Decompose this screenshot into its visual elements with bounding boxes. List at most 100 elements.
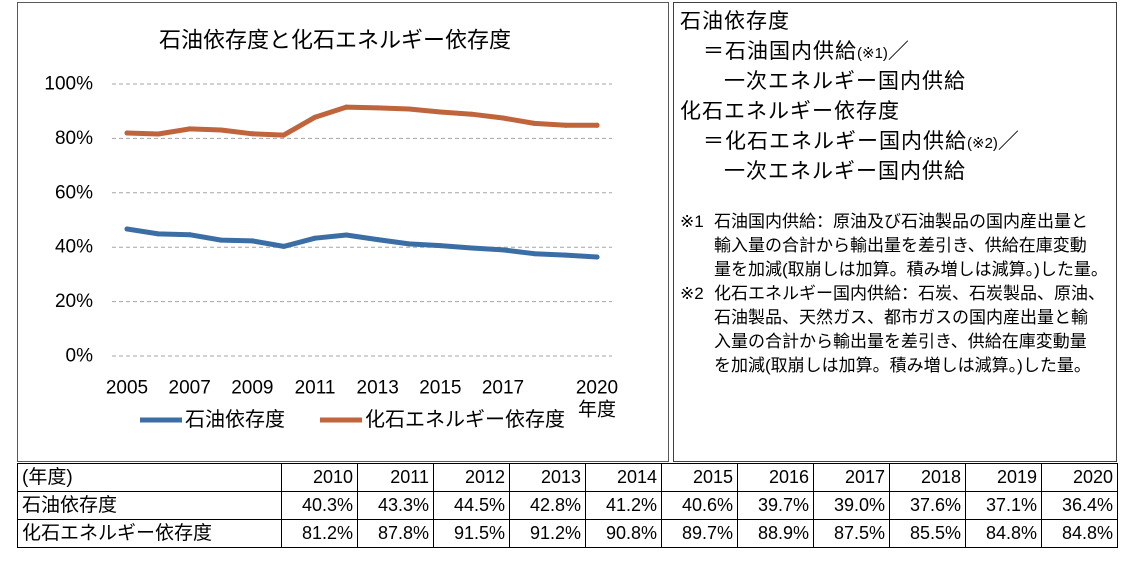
data-point (594, 254, 600, 260)
y-tick-label: 80% (55, 128, 93, 149)
data-point (343, 232, 349, 238)
table-header-cell: 2016 (737, 463, 814, 492)
x-tick-label: 2009 (231, 378, 273, 399)
table-cell: 41.2% (585, 491, 662, 520)
definition-term-oil: 石油依存度 (680, 10, 790, 33)
series-line (124, 104, 600, 138)
data-point (437, 109, 443, 115)
x-tick-label: 2013 (357, 378, 399, 399)
table-header-label: (年度) (17, 463, 282, 492)
chart-title: 石油依存度と化石エネルギー依存度 (159, 28, 511, 53)
table-row-label: 化石エネルギー依存度 (17, 519, 282, 548)
table-cell: 40.3% (281, 491, 358, 520)
definition-formula-oil: ＝石油国内供給(※1)／ (674, 37, 1116, 67)
table-header-cell: 2013 (509, 463, 586, 492)
data-point (187, 232, 193, 238)
data-point (531, 120, 537, 126)
x-tick-label: 2007 (169, 378, 211, 399)
data-point (594, 122, 600, 128)
footnote-line: 化石エネルギー国内供給：石炭、石炭製品、原油、 (714, 284, 1105, 303)
table-cell: 39.0% (813, 491, 890, 520)
data-point (155, 131, 161, 137)
footnote-marker: ※1 (680, 212, 704, 231)
definition-formula-fossil: ＝化石エネルギー国内供給(※2)／ (674, 127, 1116, 157)
table-row: 化石エネルギー依存度 81.2% 87.8% 91.5% 91.2% 90.8%… (17, 519, 1118, 548)
table-cell: 90.8% (585, 519, 662, 548)
division-slash: ／ (887, 40, 910, 63)
table-cell: 43.3% (357, 491, 434, 520)
data-point (563, 252, 569, 258)
data-point (500, 247, 506, 253)
table-header-cell: 2019 (965, 463, 1042, 492)
legend-label: 石油依存度 (185, 408, 285, 431)
table-cell: 84.8% (965, 519, 1042, 548)
data-point (218, 127, 224, 133)
data-point (249, 131, 255, 137)
table-cell: 40.6% (661, 491, 738, 520)
data-point (406, 106, 412, 112)
table-row-label: 石油依存度 (17, 491, 282, 520)
formula-numerator: ＝石油国内供給 (703, 40, 857, 63)
definitions-panel: 石油依存度 ＝石油国内供給(※1)／ 一次エネルギー国内供給 化石エネルギー依存… (673, 2, 1117, 462)
footnote-line: 輸入量の合計から輸出量を差引き、供給在庫変動 (714, 236, 1087, 255)
table-cell: 88.9% (737, 519, 814, 548)
data-point (375, 105, 381, 111)
legend-item: 化石エネルギー依存度 (320, 408, 565, 431)
legend-label: 化石エネルギー依存度 (365, 408, 565, 431)
table-header-cell: 2015 (661, 463, 738, 492)
y-axis-labels: 0% 20% 40% 60% 80% 100% (44, 74, 93, 367)
data-point (563, 122, 569, 128)
table-header-cell: 2014 (585, 463, 662, 492)
table-header-cell: 2020 (1041, 463, 1118, 492)
formula-numerator: ＝化石エネルギー国内供給 (703, 130, 967, 153)
division-slash: ／ (997, 130, 1020, 153)
data-point (249, 238, 255, 244)
table-cell: 89.7% (661, 519, 738, 548)
data-table: (年度) 2010 2011 2012 2013 2014 2015 2016 … (17, 463, 1118, 548)
data-point (281, 132, 287, 138)
data-point (343, 104, 349, 110)
table-cell: 91.5% (433, 519, 510, 548)
table-cell: 36.4% (1041, 491, 1118, 520)
formula-denominator: 一次エネルギー国内供給 (724, 160, 966, 183)
line-chart: 0%20%40%60%80%100% 2005 2007 2009 2011 2013 2… (44, 28, 618, 432)
footnote-line: 石油製品、天然ガス、都市ガスの国内産出量と輸 (714, 308, 1088, 327)
chart-panel: 0% 20% 40% 60% 80% 100% 2005 2007 2009 2011 2013 2… (17, 2, 669, 462)
table-cell: 37.1% (965, 491, 1042, 520)
y-tick-label: 60% (55, 182, 93, 203)
table-cell: 85.5% (889, 519, 966, 548)
formula-denominator: 一次エネルギー国内供給 (724, 70, 966, 93)
table-cell: 44.5% (433, 491, 510, 520)
table-cell: 87.5% (813, 519, 890, 548)
x-tick-label: 2011 (295, 378, 336, 399)
series-1 (124, 226, 600, 260)
table-header-cell: 2010 (281, 463, 358, 492)
data-point (469, 245, 475, 251)
footnote-2: ※2 化石エネルギー国内供給：石炭、石炭製品、原油、 石油製品、天然ガス、都市ガ… (674, 282, 1116, 378)
y-tick-label: 40% (55, 237, 93, 258)
definition-term-fossil: 化石エネルギー依存度 (680, 100, 900, 123)
series (124, 104, 600, 260)
data-point (500, 115, 506, 121)
data-point (406, 241, 412, 247)
table-cell: 81.2% (281, 519, 358, 548)
table-cell: 39.7% (737, 491, 814, 520)
data-point (281, 243, 287, 249)
data-point (312, 235, 318, 241)
data-point (312, 114, 318, 120)
data-point (437, 243, 443, 249)
series-line (124, 226, 600, 260)
x-tick-label: 2005 (106, 378, 148, 399)
data-point (155, 231, 161, 237)
table-header-cell: 2011 (357, 463, 434, 492)
y-tick-label: 20% (55, 291, 93, 312)
note-reference: (※1) (857, 45, 888, 62)
definitions: 石油依存度 ＝石油国内供給(※1)／ 一次エネルギー国内供給 化石エネルギー依存… (674, 7, 1116, 187)
table-header-cell: 2012 (433, 463, 510, 492)
legend: 石油依存度 化石エネルギー依存度 (140, 408, 565, 431)
legend-item: 石油依存度 (140, 408, 285, 431)
data-point (187, 126, 193, 132)
gridlines (112, 83, 612, 357)
table-cell: 42.8% (509, 491, 586, 520)
